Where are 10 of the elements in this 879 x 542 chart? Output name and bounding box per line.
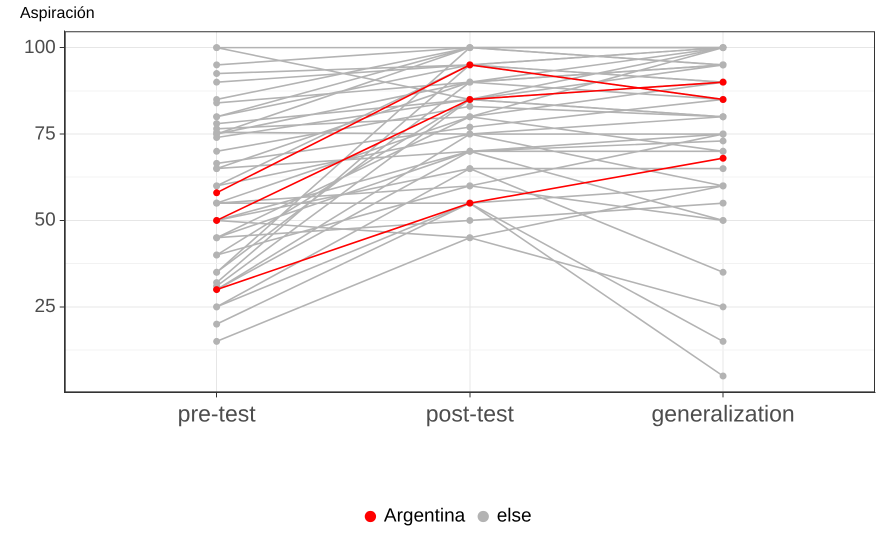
y-tick-label: 25	[34, 296, 56, 318]
x-tick-label: pre-test	[178, 400, 256, 427]
chart-title: Aspiración	[20, 5, 95, 22]
y-tick-label: 100	[24, 36, 56, 58]
x-tick-label: generalization	[651, 400, 795, 427]
y-tick-label: 75	[34, 123, 56, 144]
x-tick-label: post-test	[426, 400, 515, 427]
legend-label: else	[496, 506, 532, 527]
legend-label: Argentina	[384, 506, 466, 527]
y-tick-label: 50	[34, 210, 56, 231]
